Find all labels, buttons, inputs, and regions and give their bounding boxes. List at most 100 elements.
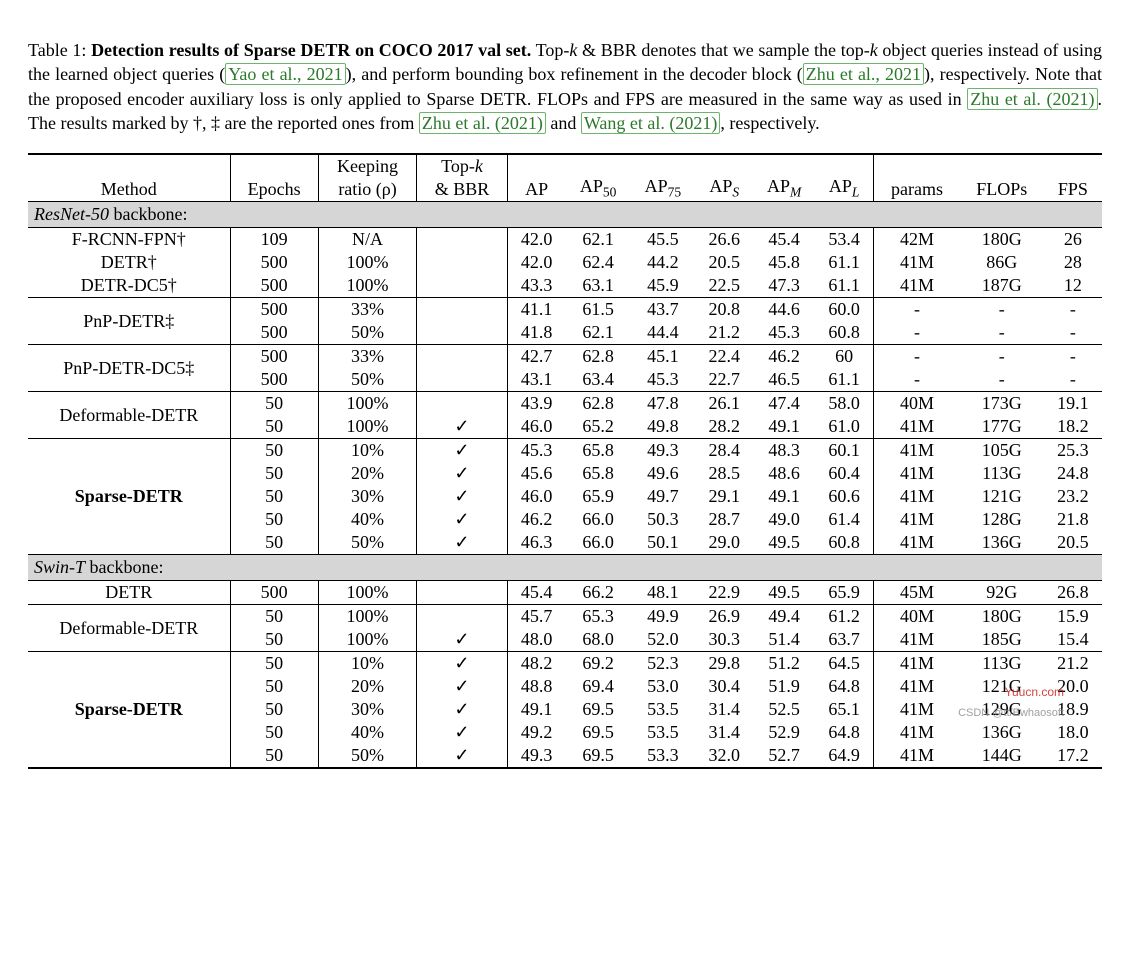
col-epochs: Epochs xyxy=(230,154,318,202)
citation-link[interactable]: Wang et al. (2021) xyxy=(581,112,721,134)
ap50-cell: 68.0 xyxy=(566,628,631,652)
ratio-cell: 100% xyxy=(318,628,417,652)
apm-cell: 51.9 xyxy=(753,675,815,698)
method-cell: Deformable-DETR xyxy=(28,392,230,439)
aps-cell: 20.8 xyxy=(695,298,753,322)
fps-cell: 21.2 xyxy=(1044,652,1102,676)
col-method: Method xyxy=(28,154,230,202)
ap75-cell: 50.3 xyxy=(630,508,695,531)
bbr-cell xyxy=(417,228,507,252)
col-keeping: Keeping xyxy=(318,154,417,178)
ap75-cell: 50.1 xyxy=(630,531,695,555)
apm-cell: 52.7 xyxy=(753,744,815,768)
fps-cell: 24.8 xyxy=(1044,462,1102,485)
ap-cell: 43.1 xyxy=(507,368,566,392)
ap50-cell: 65.9 xyxy=(566,485,631,508)
aps-cell: 22.7 xyxy=(695,368,753,392)
epochs-cell: 500 xyxy=(230,321,318,345)
apm-cell: 49.1 xyxy=(753,415,815,439)
apl-cell: 61.4 xyxy=(815,508,874,531)
bbr-cell xyxy=(417,298,507,322)
citation-link[interactable]: Zhu et al. (2021) xyxy=(419,112,546,134)
col-params: params xyxy=(874,154,960,202)
section-header: Swin-T backbone: xyxy=(28,555,1102,581)
watermark: CSDN @tt/Ewhaosoft xyxy=(958,707,1064,719)
method-cell: PnP-DETR‡ xyxy=(28,298,230,345)
bbr-cell xyxy=(417,345,507,369)
params-cell: 45M xyxy=(874,581,960,605)
ap75-cell: 53.3 xyxy=(630,744,695,768)
apm-cell: 44.6 xyxy=(753,298,815,322)
aps-cell: 28.5 xyxy=(695,462,753,485)
method-cell: DETR† xyxy=(28,251,230,274)
flops-cell: - xyxy=(960,321,1044,345)
citation-link[interactable]: Zhu et al. (2021) xyxy=(967,88,1097,110)
ap75-cell: 45.9 xyxy=(630,274,695,298)
apm-cell: 52.5 xyxy=(753,698,815,721)
apm-cell: 46.2 xyxy=(753,345,815,369)
ap50-cell: 62.1 xyxy=(566,228,631,252)
epochs-cell: 500 xyxy=(230,251,318,274)
params-cell: 41M xyxy=(874,439,960,463)
citation-link[interactable]: Yao et al., 2021 xyxy=(225,63,345,85)
ratio-cell: 33% xyxy=(318,298,417,322)
epochs-cell: 500 xyxy=(230,581,318,605)
aps-cell: 28.2 xyxy=(695,415,753,439)
ap75-cell: 52.3 xyxy=(630,652,695,676)
epochs-cell: 50 xyxy=(230,698,318,721)
ap-cell: 49.3 xyxy=(507,744,566,768)
bbr-cell xyxy=(417,462,507,485)
flops-cell: 173G xyxy=(960,392,1044,416)
ap50-cell: 65.3 xyxy=(566,605,631,629)
ap75-cell: 48.1 xyxy=(630,581,695,605)
ap75-cell: 49.9 xyxy=(630,605,695,629)
table-row: DETR†500100%42.062.444.220.545.861.141M8… xyxy=(28,251,1102,274)
apl-cell: 65.9 xyxy=(815,581,874,605)
ap-cell: 43.9 xyxy=(507,392,566,416)
flops-cell: 185G xyxy=(960,628,1044,652)
params-cell: 41M xyxy=(874,744,960,768)
params-cell: 41M xyxy=(874,485,960,508)
fps-cell: 26 xyxy=(1044,228,1102,252)
epochs-cell: 50 xyxy=(230,415,318,439)
aps-cell: 26.9 xyxy=(695,605,753,629)
bbr-cell xyxy=(417,531,507,555)
ap-cell: 45.3 xyxy=(507,439,566,463)
apm-cell: 47.3 xyxy=(753,274,815,298)
col-aps: APS xyxy=(695,154,753,202)
col-ap50: AP50 xyxy=(566,154,631,202)
apl-cell: 63.7 xyxy=(815,628,874,652)
method-cell: DETR-DC5† xyxy=(28,274,230,298)
params-cell: 41M xyxy=(874,675,960,698)
fps-cell: - xyxy=(1044,321,1102,345)
apl-cell: 53.4 xyxy=(815,228,874,252)
flops-cell: 92G xyxy=(960,581,1044,605)
flops-cell: 105G xyxy=(960,439,1044,463)
apm-cell: 49.0 xyxy=(753,508,815,531)
params-cell: - xyxy=(874,321,960,345)
ratio-cell: N/A xyxy=(318,228,417,252)
ratio-cell: 50% xyxy=(318,321,417,345)
ratio-cell: 100% xyxy=(318,605,417,629)
epochs-cell: 50 xyxy=(230,462,318,485)
ap75-cell: 47.8 xyxy=(630,392,695,416)
apl-cell: 60.0 xyxy=(815,298,874,322)
ap-cell: 45.6 xyxy=(507,462,566,485)
method-cell: F-RCNN-FPN† xyxy=(28,228,230,252)
ap75-cell: 49.6 xyxy=(630,462,695,485)
ratio-cell: 20% xyxy=(318,462,417,485)
ap50-cell: 62.8 xyxy=(566,345,631,369)
table-title: Detection results of Sparse DETR on COCO… xyxy=(91,40,531,60)
ap75-cell: 53.0 xyxy=(630,675,695,698)
epochs-cell: 50 xyxy=(230,485,318,508)
ap75-cell: 53.5 xyxy=(630,721,695,744)
aps-cell: 32.0 xyxy=(695,744,753,768)
bbr-cell xyxy=(417,508,507,531)
bbr-cell xyxy=(417,675,507,698)
aps-cell: 20.5 xyxy=(695,251,753,274)
bbr-cell xyxy=(417,652,507,676)
apl-cell: 64.8 xyxy=(815,675,874,698)
apl-cell: 65.1 xyxy=(815,698,874,721)
ap-cell: 49.1 xyxy=(507,698,566,721)
citation-link[interactable]: Zhu et al., 2021 xyxy=(803,63,924,85)
